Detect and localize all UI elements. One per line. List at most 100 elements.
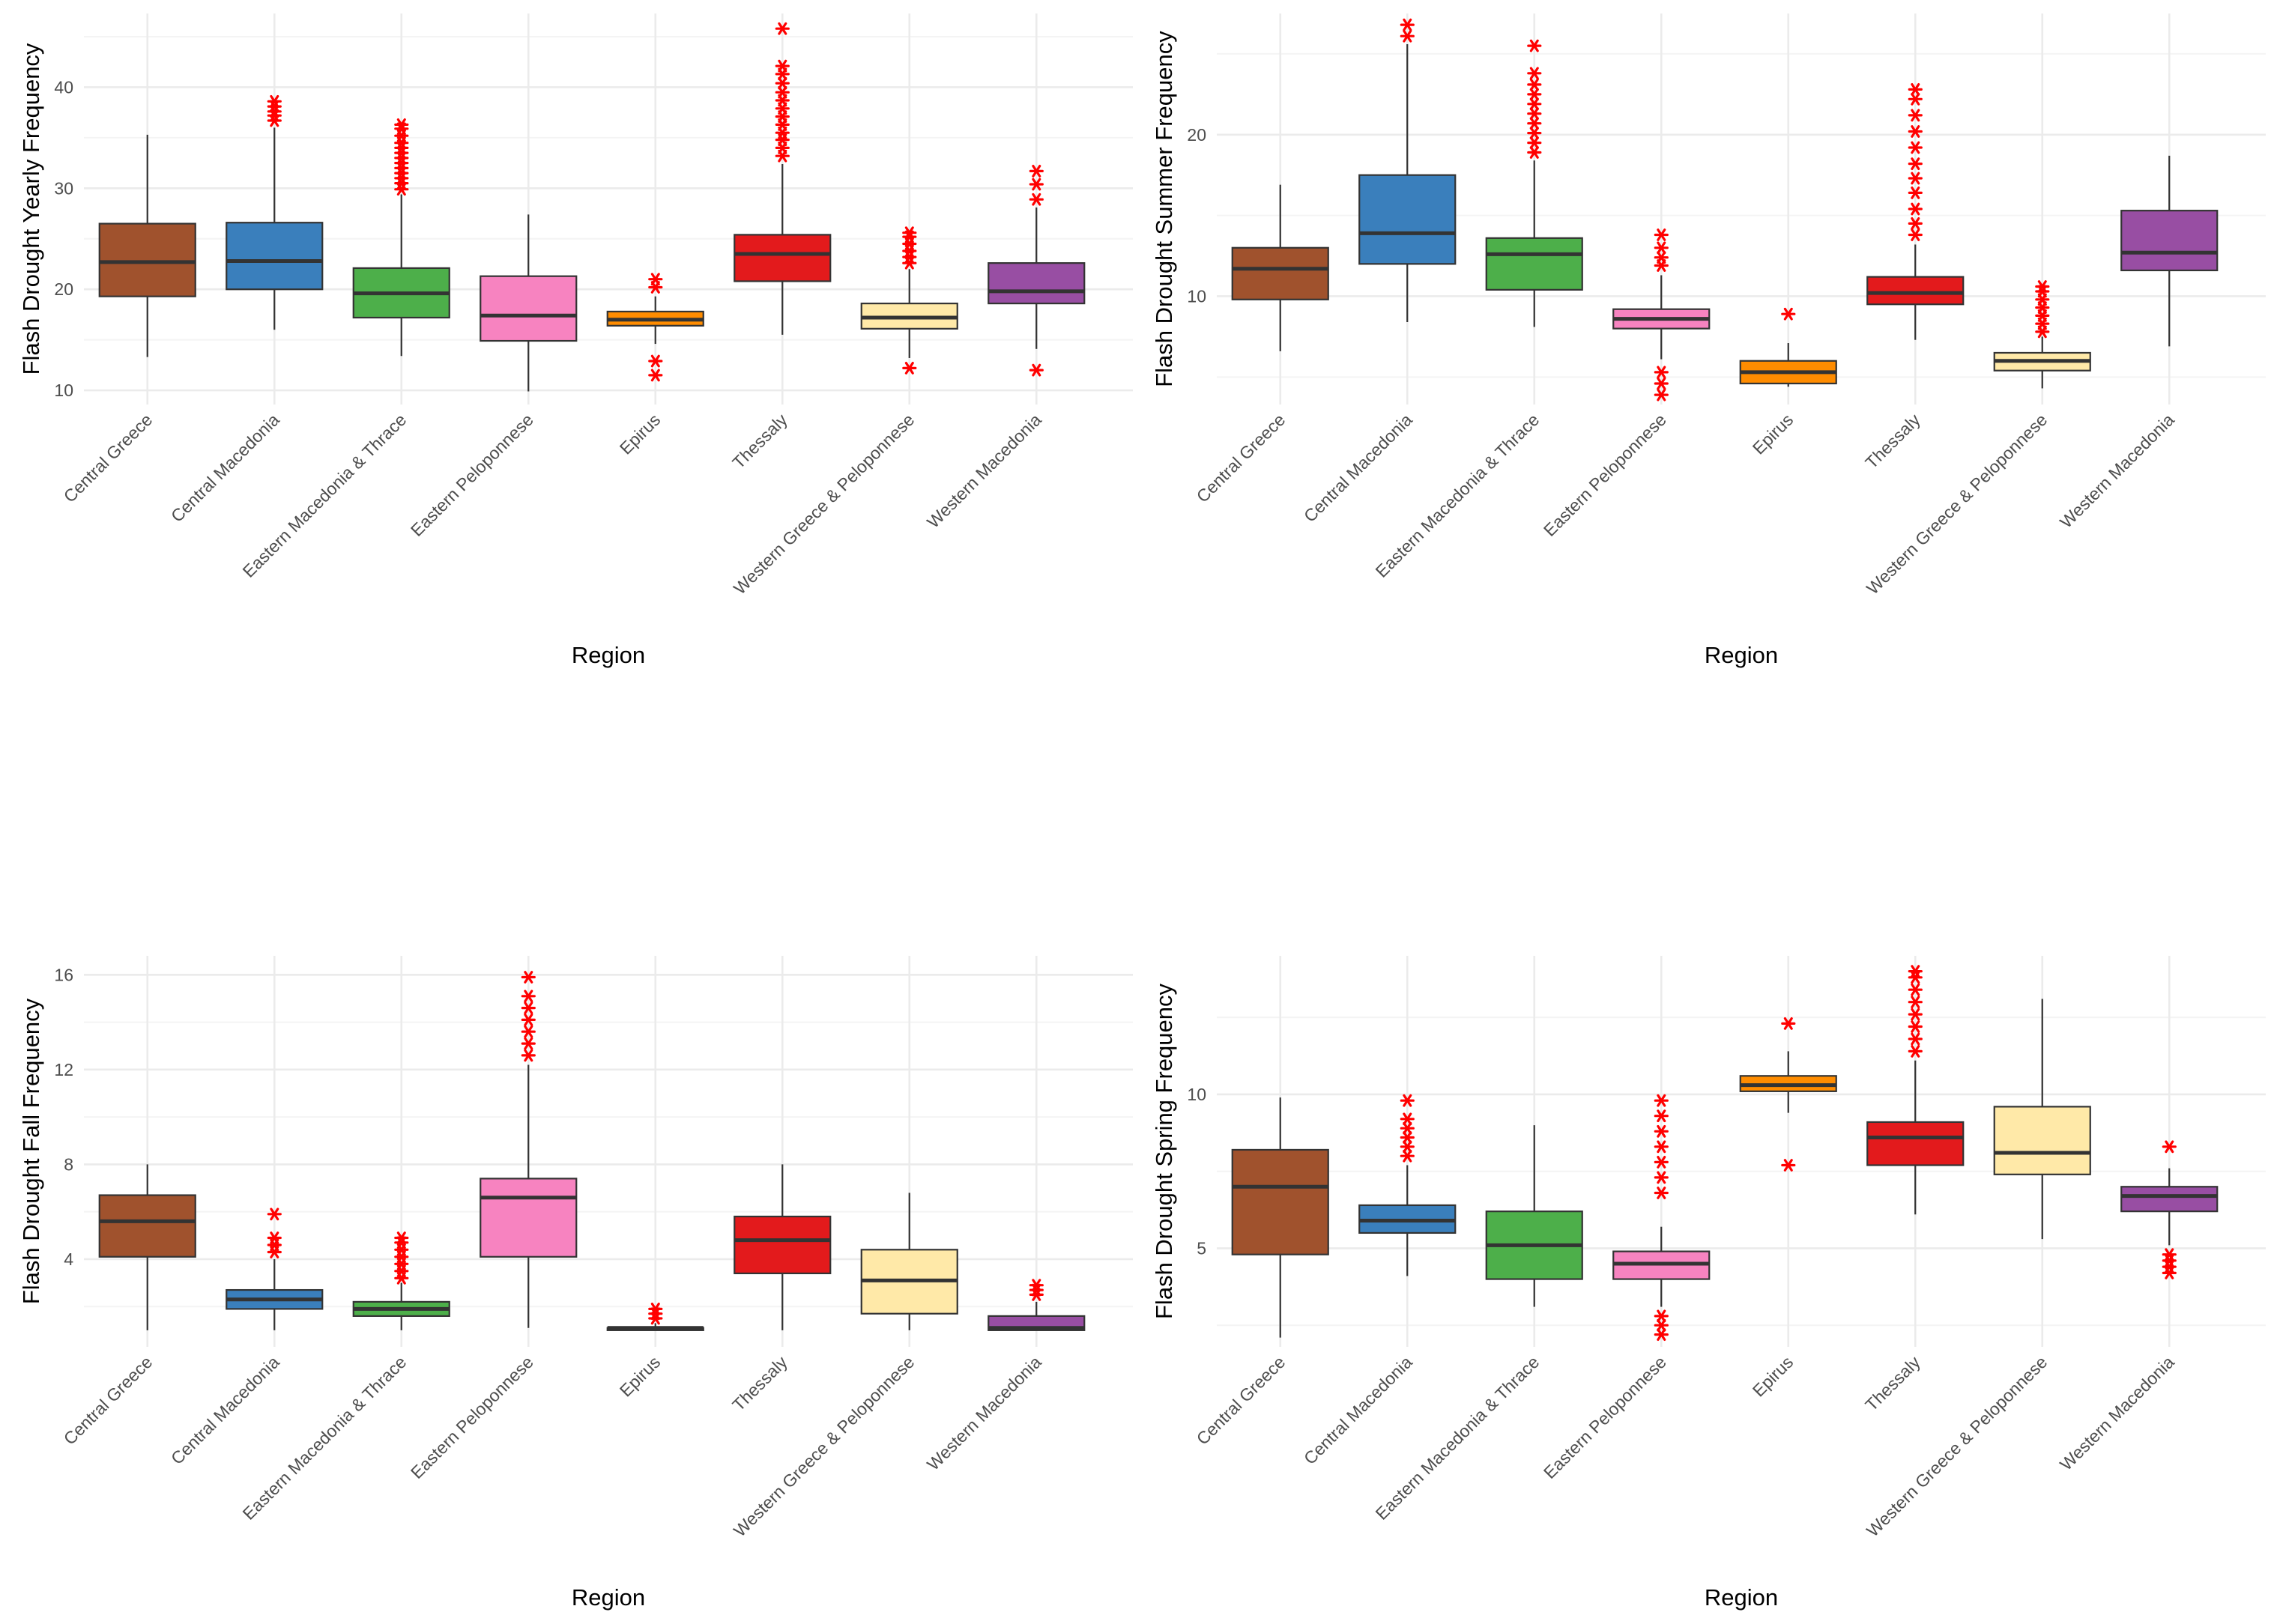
y-axis: 5 10 [1187, 1085, 1206, 1258]
outlier-point [1029, 1279, 1044, 1292]
outlier-point [1654, 251, 1669, 264]
boxplot-eastern-macedonia-thrace [1485, 1125, 1583, 1307]
outlier-point [1527, 78, 1542, 91]
box [480, 1178, 578, 1258]
outlier-point [1654, 377, 1669, 390]
outlier-stroke [2165, 1248, 2174, 1261]
outlier-stroke [1403, 29, 1412, 43]
outlier-point [1908, 172, 1923, 185]
x-tick-label: Central Greece [60, 1352, 157, 1449]
outlier-point [1654, 1124, 1669, 1138]
outlier-point [521, 1049, 536, 1062]
x-tick-label: Western Macedonia [2056, 410, 2178, 532]
outlier-stroke [1911, 172, 1920, 185]
boxplot-western-greece-peloponnese [1993, 280, 2091, 389]
outlier-stroke [1529, 136, 1539, 150]
outlier-point [2035, 280, 2050, 293]
boxplot-central-greece [98, 134, 196, 357]
outlier-point [1029, 164, 1044, 178]
outlier-stroke [1657, 366, 1666, 379]
outlier-stroke [524, 971, 533, 984]
outlier-stroke [1032, 178, 1041, 191]
outlier-stroke [1783, 1017, 1793, 1030]
outlier-stroke [1403, 1121, 1412, 1135]
box [2120, 210, 2219, 272]
outlier-point [521, 1014, 536, 1026]
outlier-point [648, 354, 663, 368]
outlier-point [1029, 363, 1044, 377]
outlier-stroke [904, 226, 914, 240]
y-axis-title: Flash Drought Summer Frequency [1151, 31, 1177, 387]
x-tick-label: Thessaly [1861, 1352, 1924, 1415]
outlier-point [1527, 146, 1542, 159]
boxplot-eastern-peloponnese [480, 214, 578, 392]
x-tick-label: Western Macedonia [2056, 1352, 2178, 1474]
x-tick-label: Central Greece [1193, 410, 1289, 506]
box [1485, 237, 1583, 291]
outlier-point [1654, 1094, 1669, 1107]
boxplot-central-greece [98, 1164, 196, 1330]
box [734, 1215, 832, 1275]
y-tick-label: 5 [1197, 1238, 1206, 1258]
boxplot-eastern-macedonia-thrace [352, 1231, 450, 1330]
box [1231, 246, 1329, 300]
boxplot-western-macedonia [2120, 155, 2219, 347]
x-tick-label: Eastern Peloponnese [407, 1352, 537, 1482]
outlier-point [1654, 1109, 1669, 1123]
outlier-stroke [1911, 1008, 1920, 1021]
boxplot-western-greece-peloponnese [1993, 999, 2091, 1240]
outlier-stroke [1403, 1149, 1412, 1163]
boxplot-central-macedonia [1358, 18, 1457, 322]
outlier-point [267, 1231, 282, 1244]
y-axis: 4 8 12 16 [54, 965, 73, 1269]
x-tick-label: Eastern Peloponnese [1540, 1352, 1670, 1482]
outlier-stroke [1032, 1279, 1041, 1292]
outlier-point [1654, 1171, 1669, 1184]
y-tick-label: 10 [1187, 1085, 1206, 1104]
outlier-stroke [1403, 1094, 1412, 1107]
outlier-point [1654, 228, 1669, 241]
outlier-point [1029, 193, 1044, 206]
outlier-stroke [1911, 157, 1920, 171]
boxplots [1231, 18, 2219, 402]
outlier-point [1400, 1140, 1415, 1154]
outlier-point [1654, 1309, 1669, 1323]
outlier-point [1781, 1159, 1796, 1172]
outlier-point [648, 273, 663, 286]
outlier-stroke [1657, 251, 1666, 264]
x-tick-label: Epirus [616, 410, 664, 458]
outlier-point [1527, 117, 1542, 130]
outlier-stroke [650, 354, 660, 368]
y-tick-label: 10 [1187, 286, 1206, 306]
outlier-point [1400, 1094, 1415, 1107]
outlier-point [1908, 1032, 1923, 1046]
outlier-stroke [1911, 996, 1920, 1009]
y-axis-title: Flash Drought Yearly Frequency [18, 43, 44, 375]
boxplot-epirus [1739, 307, 1837, 387]
outlier-stroke [1529, 88, 1539, 101]
outlier-stroke [1529, 97, 1539, 111]
boxplot-thessaly [1866, 965, 1965, 1215]
box [988, 262, 1086, 305]
outlier-stroke [524, 1014, 533, 1026]
box [1358, 174, 1457, 265]
x-tick-label: Epirus [1749, 1352, 1797, 1400]
boxplot-central-greece [1231, 1097, 1329, 1338]
outlier-point [1654, 1155, 1669, 1169]
outlier-point [1527, 136, 1542, 150]
outlier-point [1908, 228, 1923, 241]
outlier-point [1908, 965, 1923, 978]
boxplot-eastern-macedonia-thrace [1485, 39, 1583, 327]
box [1866, 1121, 1965, 1166]
outlier-point [1654, 1328, 1669, 1341]
y-tick-label: 40 [54, 77, 73, 97]
outlier-point [2162, 1140, 2177, 1154]
x-tick-label: Epirus [616, 1352, 664, 1400]
outlier-point [1029, 178, 1044, 191]
x-tick-label: Western Macedonia [923, 1352, 1045, 1474]
y-tick-label: 30 [54, 178, 73, 198]
